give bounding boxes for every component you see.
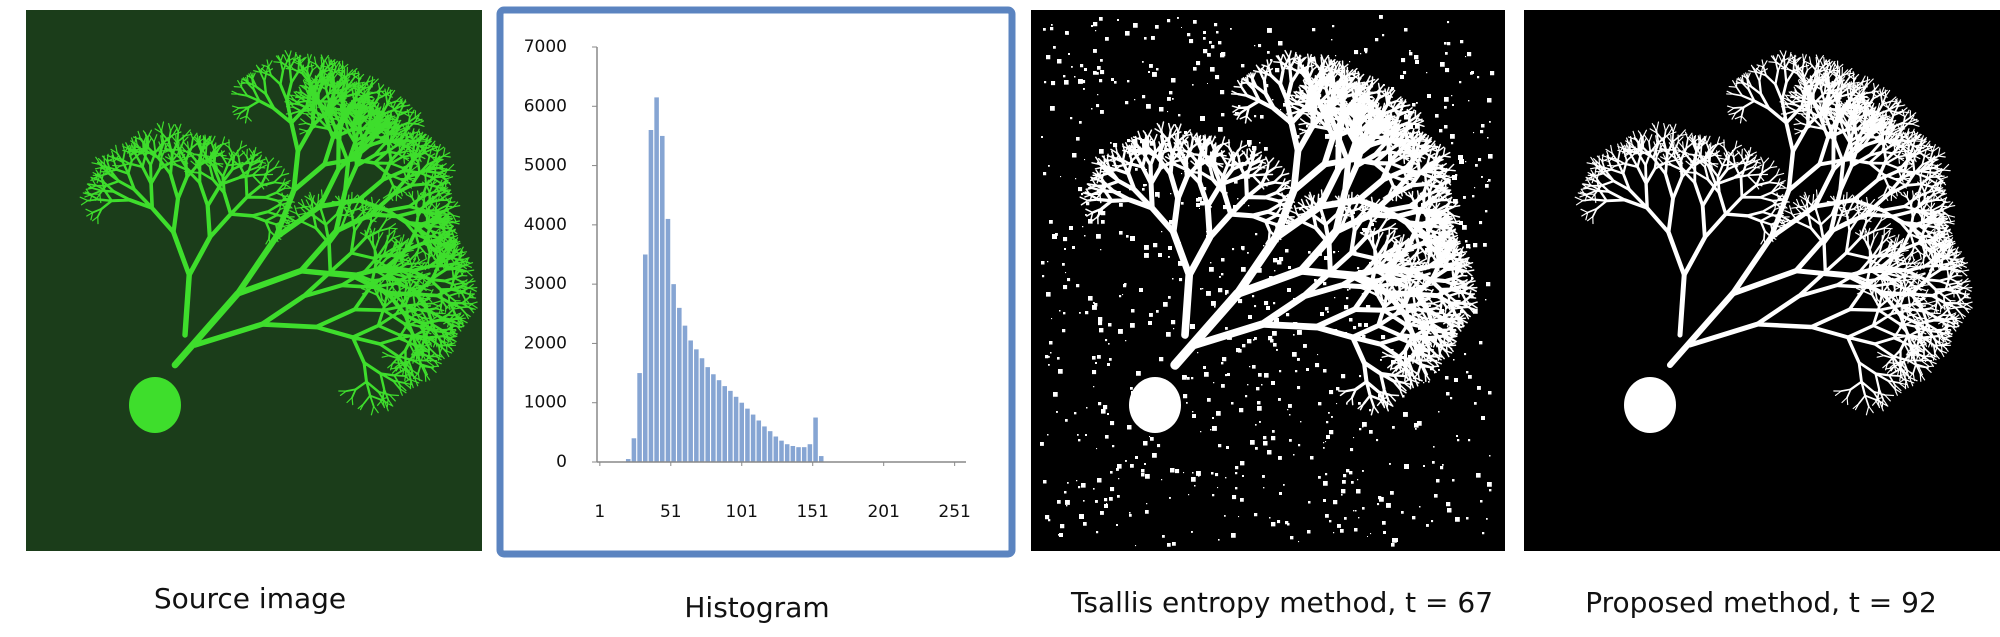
bar bbox=[665, 218, 671, 462]
bar bbox=[699, 358, 705, 462]
caption: Tsallis entropy method, t = 67 bbox=[1070, 586, 1493, 619]
bar bbox=[711, 374, 716, 462]
dendrite bbox=[1233, 233, 1306, 298]
x-tick-label: 151 bbox=[796, 502, 828, 522]
caption: Proposed method, t = 92 bbox=[1585, 586, 1937, 619]
bar bbox=[739, 402, 745, 462]
bar bbox=[625, 459, 631, 462]
bar bbox=[733, 396, 739, 462]
proposed-neuron bbox=[1574, 50, 1973, 433]
histogram-frame bbox=[496, 6, 1016, 558]
bar bbox=[796, 447, 801, 462]
bar bbox=[637, 373, 642, 462]
dendrite bbox=[1666, 290, 1736, 369]
bar bbox=[682, 325, 688, 462]
bar bbox=[648, 130, 654, 462]
bar bbox=[813, 417, 818, 462]
bar bbox=[807, 444, 813, 462]
bar bbox=[694, 349, 699, 462]
bar bbox=[677, 307, 682, 462]
dendrite bbox=[1127, 97, 1440, 365]
bar bbox=[705, 367, 710, 462]
bar bbox=[660, 135, 665, 462]
bar bbox=[722, 386, 728, 462]
bar bbox=[779, 440, 784, 462]
tsallis-neuron bbox=[1040, 15, 1495, 547]
bar bbox=[773, 436, 779, 462]
x-tick-label: 251 bbox=[938, 502, 970, 522]
y-tick-label: 7000 bbox=[524, 37, 567, 57]
bar bbox=[728, 390, 733, 462]
y-tick-label: 3000 bbox=[524, 274, 567, 294]
bar bbox=[671, 284, 676, 462]
dendrite bbox=[150, 120, 419, 340]
bar bbox=[745, 408, 750, 462]
bar bbox=[642, 254, 648, 462]
y-tick-label: 2000 bbox=[524, 333, 567, 353]
dendrite bbox=[1677, 187, 1851, 348]
x-tick-label: 51 bbox=[660, 502, 682, 522]
y-tick-label: 0 bbox=[556, 452, 567, 472]
caption: Source image bbox=[154, 582, 346, 615]
x-tick-label: 101 bbox=[726, 502, 758, 522]
bar bbox=[818, 456, 824, 462]
dendrite bbox=[1666, 149, 1886, 330]
dendrite bbox=[1645, 120, 1914, 340]
bar bbox=[631, 438, 637, 462]
caption: Histogram bbox=[684, 591, 829, 624]
bar bbox=[790, 445, 796, 462]
bar bbox=[654, 97, 659, 463]
dendrite bbox=[1623, 98, 1934, 365]
bar bbox=[750, 414, 756, 462]
noise bbox=[1040, 15, 1495, 547]
bar bbox=[756, 420, 762, 462]
bar bbox=[767, 431, 773, 462]
dendrite bbox=[1170, 288, 1243, 370]
dendrite bbox=[182, 187, 356, 348]
bar bbox=[762, 426, 767, 462]
y-tick-label: 1000 bbox=[524, 393, 567, 413]
dendrite bbox=[171, 290, 242, 369]
dendrite bbox=[1109, 80, 1453, 384]
bar bbox=[801, 447, 807, 462]
dendrite bbox=[1605, 81, 1948, 384]
y-tick-label: 6000 bbox=[524, 96, 567, 116]
x-tick-label: 1 bbox=[594, 502, 605, 522]
soma bbox=[129, 377, 181, 433]
dendrite bbox=[171, 149, 391, 330]
y-tick-label: 4000 bbox=[524, 215, 567, 235]
y-tick-label: 5000 bbox=[524, 156, 567, 176]
dendrite bbox=[234, 234, 305, 297]
dendrite bbox=[128, 98, 439, 365]
bar bbox=[784, 444, 790, 462]
x-tick-label: 201 bbox=[867, 502, 899, 522]
dendrite bbox=[110, 81, 453, 384]
dendrite bbox=[1181, 186, 1357, 349]
soma bbox=[1624, 377, 1676, 433]
dendrite bbox=[1170, 148, 1392, 331]
bar bbox=[688, 340, 693, 462]
dendrite bbox=[1729, 234, 1799, 297]
source-neuron bbox=[79, 49, 478, 433]
bar bbox=[716, 380, 722, 462]
